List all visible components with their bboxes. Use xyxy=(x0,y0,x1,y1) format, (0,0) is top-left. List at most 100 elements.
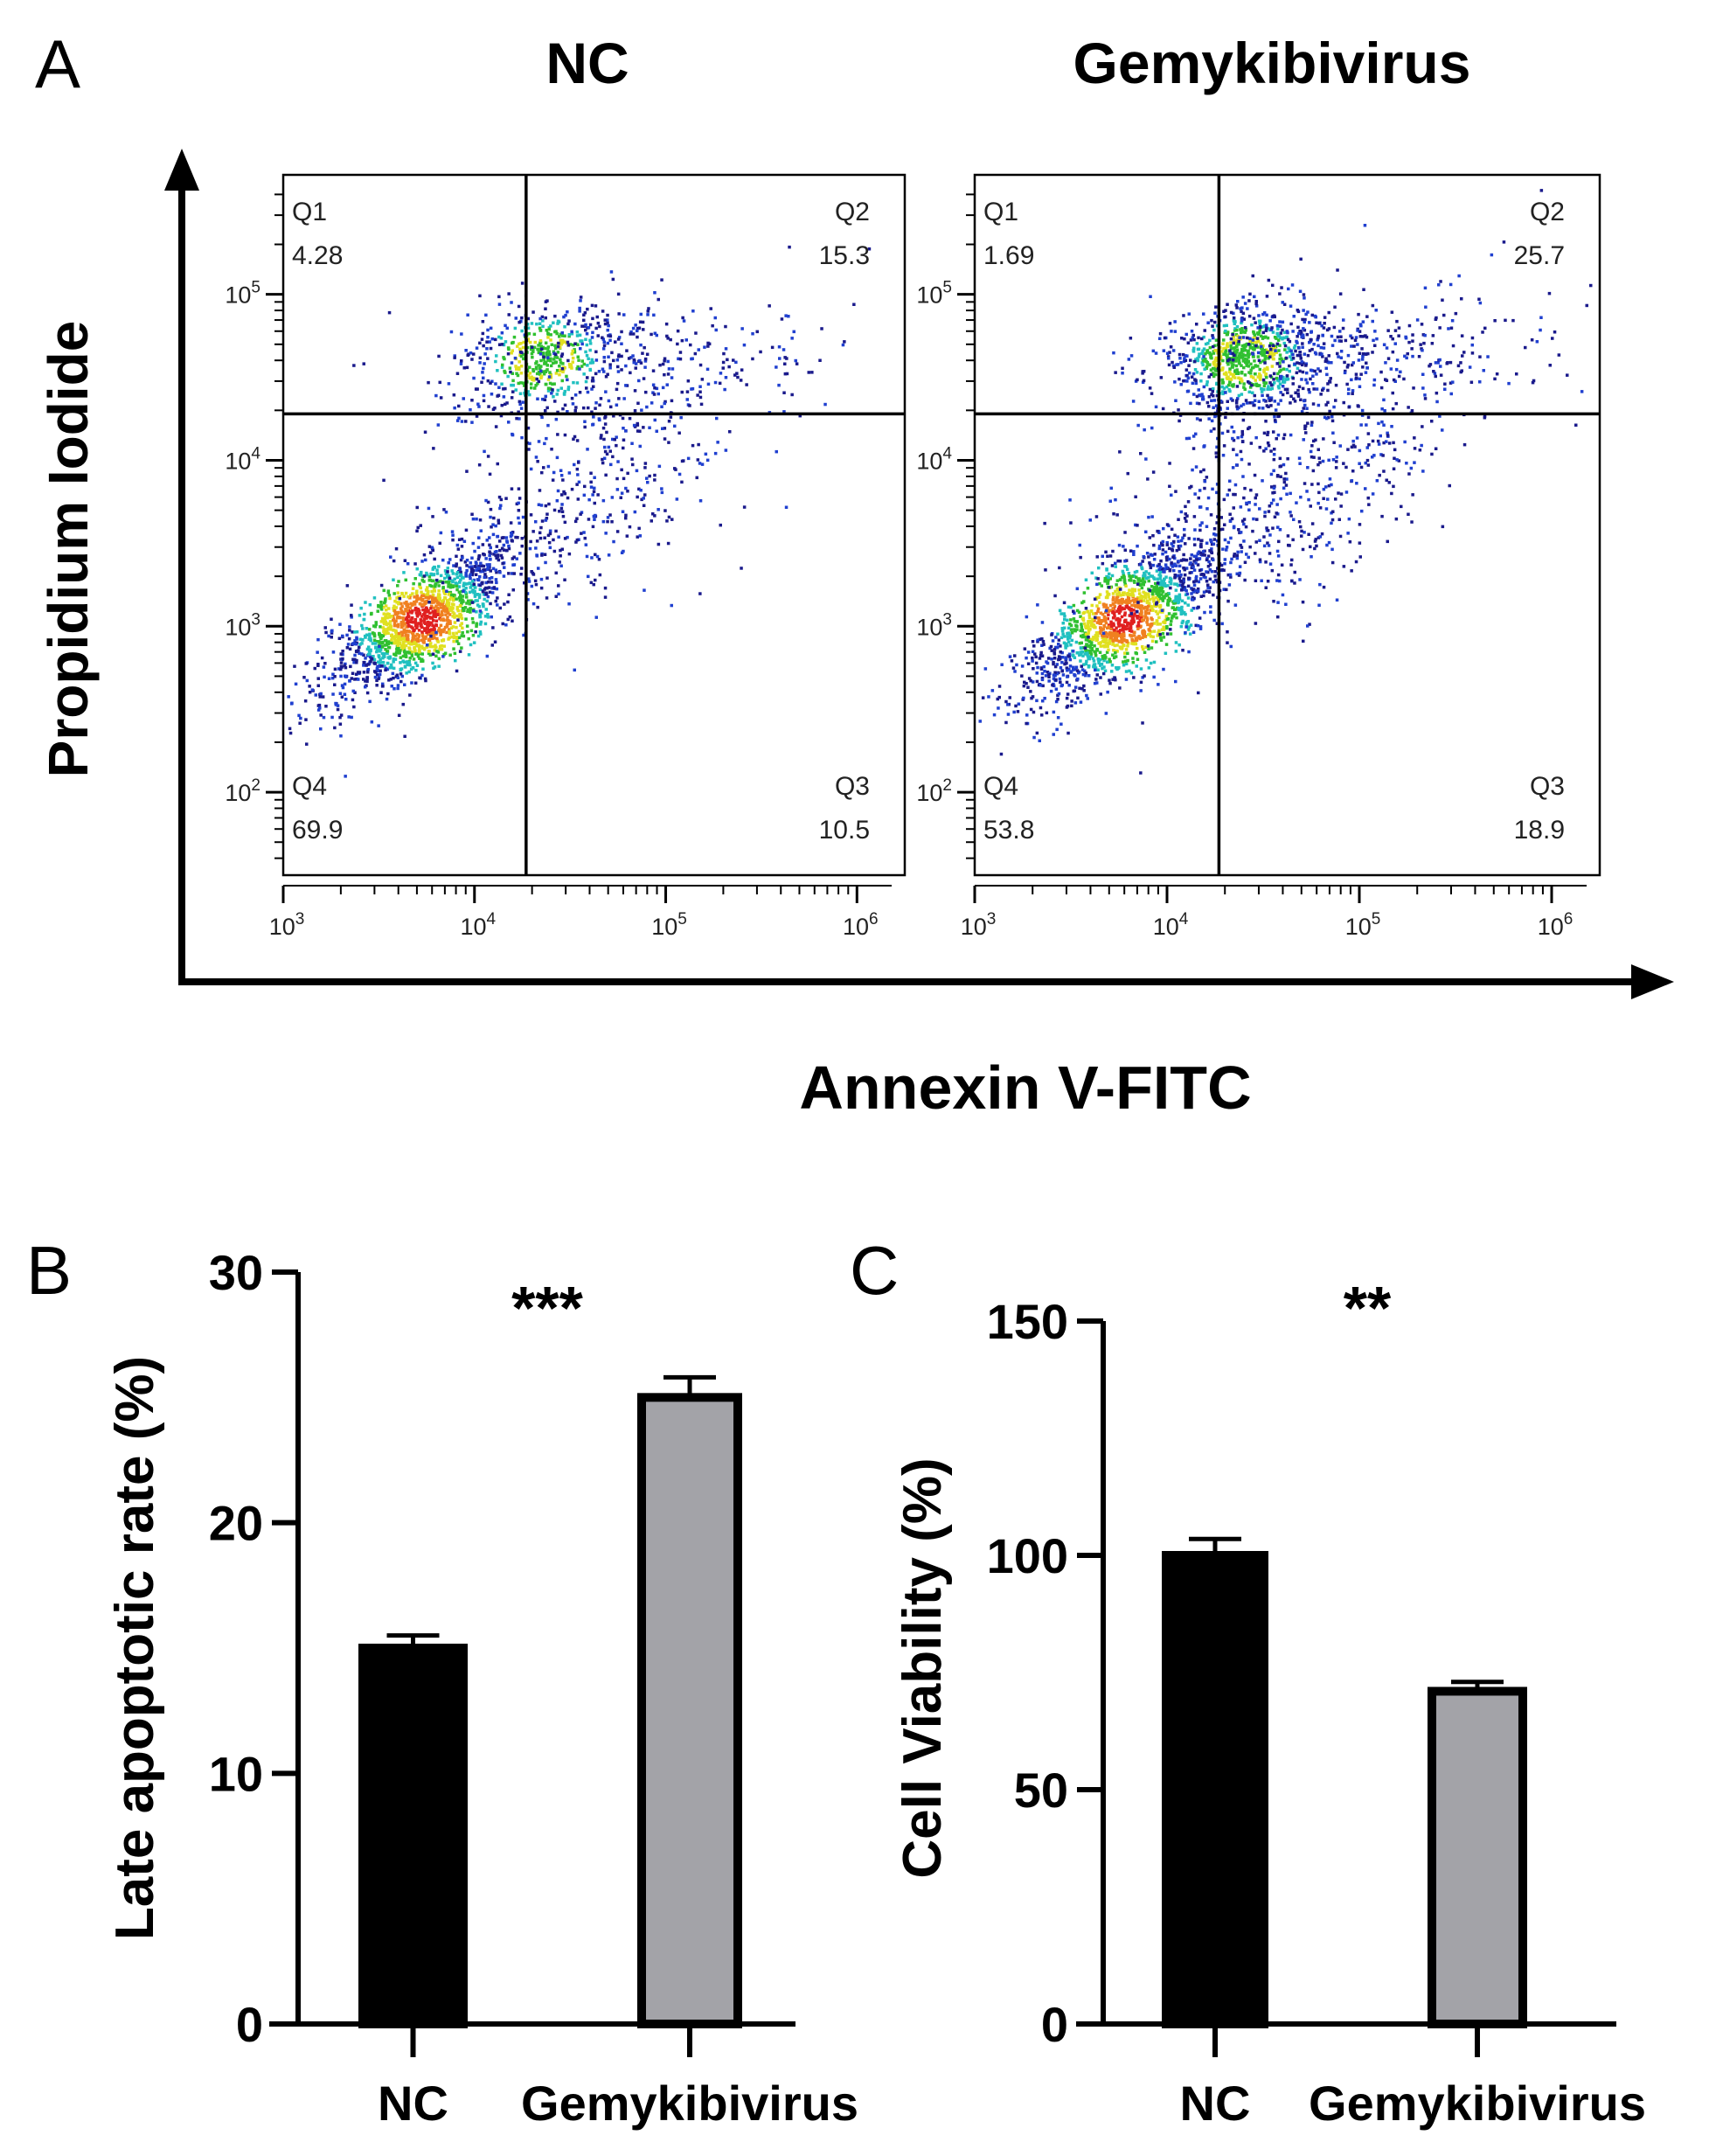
event-dot xyxy=(1158,622,1162,626)
event-dot xyxy=(1247,299,1251,303)
event-dot xyxy=(1220,350,1224,353)
event-dot xyxy=(537,370,541,374)
event-dot xyxy=(314,693,317,697)
event-dot xyxy=(461,595,465,598)
event-dot xyxy=(1125,640,1129,643)
event-dot xyxy=(385,643,389,647)
event-dot xyxy=(1180,621,1184,625)
event-dot xyxy=(481,543,485,546)
event-dot xyxy=(1064,646,1067,650)
event-dot xyxy=(1158,337,1162,340)
event-dot xyxy=(364,685,367,689)
event-dot xyxy=(622,397,626,400)
event-dot xyxy=(634,362,638,365)
event-dot xyxy=(415,589,419,593)
event-dot xyxy=(1206,341,1210,345)
event-dot xyxy=(1173,608,1177,611)
event-dot xyxy=(518,417,521,421)
event-dot xyxy=(485,563,489,567)
event-dot xyxy=(1032,644,1036,648)
event-dot xyxy=(453,354,456,358)
event-dot xyxy=(1041,684,1045,688)
event-dot xyxy=(430,584,434,588)
event-dot xyxy=(510,301,513,304)
event-dot xyxy=(567,363,572,366)
event-dot xyxy=(554,346,558,351)
event-dot xyxy=(1035,699,1039,703)
event-dot xyxy=(439,633,442,636)
event-dot xyxy=(491,567,496,571)
event-dot xyxy=(522,633,525,637)
event-dot xyxy=(420,579,424,582)
event-dot xyxy=(1088,650,1092,654)
event-dot xyxy=(1150,426,1154,430)
event-dot xyxy=(1139,624,1143,629)
event-dot xyxy=(1301,386,1305,391)
event-dot xyxy=(1174,641,1178,644)
event-dot xyxy=(1212,351,1216,355)
event-dot xyxy=(624,516,628,520)
event-dot xyxy=(379,691,383,694)
event-dot xyxy=(396,625,400,629)
event-dot xyxy=(459,595,463,599)
event-dot xyxy=(575,367,579,371)
event-dot xyxy=(546,356,550,359)
event-dot xyxy=(1104,595,1108,600)
event-dot xyxy=(1032,667,1035,671)
event-dot xyxy=(538,350,543,354)
event-dot xyxy=(1205,383,1209,386)
event-dot xyxy=(1154,581,1157,586)
event-dot xyxy=(1192,583,1197,588)
event-dot xyxy=(586,364,589,367)
event-dot xyxy=(507,421,511,424)
event-dot xyxy=(1136,578,1141,581)
event-dot xyxy=(621,510,625,513)
event-dot xyxy=(1093,681,1097,685)
event-dot xyxy=(1184,601,1187,605)
event-dot xyxy=(1135,615,1139,618)
event-dot xyxy=(386,650,390,653)
event-dot xyxy=(386,622,390,626)
event-dot xyxy=(665,519,669,523)
event-dot xyxy=(1155,592,1158,595)
event-dot xyxy=(407,642,411,645)
event-dot xyxy=(435,572,440,575)
event-dot xyxy=(1130,588,1135,591)
event-dot xyxy=(526,598,530,602)
event-dot xyxy=(1303,317,1307,322)
event-dot xyxy=(397,580,400,583)
event-dot xyxy=(818,358,822,362)
event-dot xyxy=(1108,660,1112,664)
event-dot xyxy=(1089,652,1094,656)
event-dot xyxy=(1263,357,1267,360)
event-dot xyxy=(1139,579,1143,582)
event-dot xyxy=(1197,336,1200,340)
event-dot xyxy=(1247,359,1250,364)
event-dot xyxy=(358,645,361,649)
event-dot xyxy=(1147,666,1151,670)
event-dot xyxy=(1060,656,1065,659)
event-dot xyxy=(504,536,509,539)
event-dot xyxy=(603,322,608,326)
event-dot xyxy=(1282,367,1286,371)
event-dot xyxy=(415,613,419,617)
event-dot xyxy=(626,490,629,493)
event-dot xyxy=(1138,583,1143,587)
event-dot xyxy=(375,640,379,643)
event-dot xyxy=(1213,414,1217,419)
event-dot xyxy=(486,455,490,458)
event-dot xyxy=(783,372,788,376)
event-dot xyxy=(782,391,786,394)
event-dot xyxy=(553,400,557,403)
event-dot xyxy=(723,387,726,392)
event-dot xyxy=(534,520,538,524)
event-dot xyxy=(1052,661,1055,664)
event-dot xyxy=(465,559,469,562)
event-dot xyxy=(526,337,530,341)
event-dot xyxy=(1195,323,1198,326)
event-dot xyxy=(790,393,794,397)
event-dot xyxy=(1234,342,1239,345)
event-dot xyxy=(455,419,460,422)
event-dot xyxy=(558,365,561,368)
event-dot xyxy=(500,365,504,369)
